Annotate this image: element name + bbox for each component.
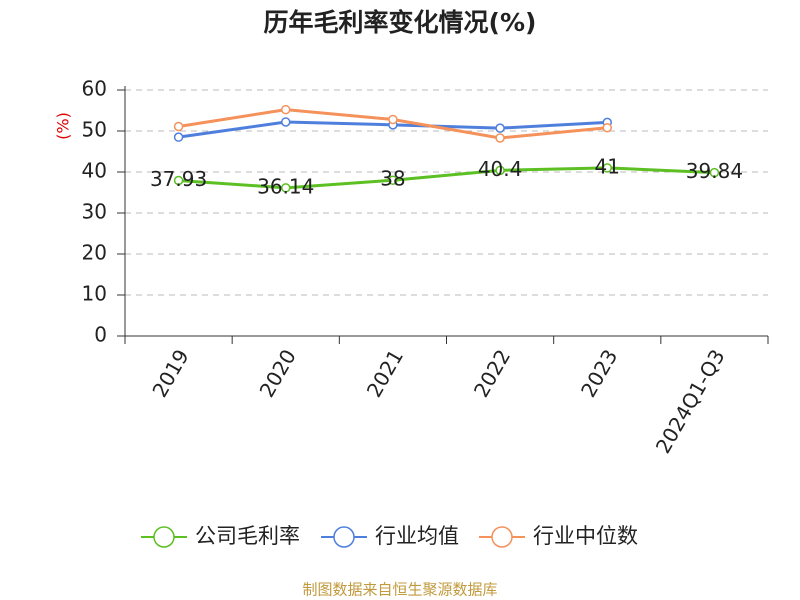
legend-label: 行业中位数 — [533, 524, 638, 548]
x-tick-label: 2023 — [576, 345, 622, 401]
legend-marker — [333, 526, 355, 548]
data-label: 38 — [380, 167, 405, 191]
point — [602, 122, 612, 133]
point — [173, 121, 184, 132]
point — [709, 167, 720, 178]
y-tick-label: 0 — [94, 323, 107, 347]
x-tick-label: 2024Q1-Q3 — [651, 345, 730, 457]
point — [388, 175, 398, 185]
point — [495, 165, 505, 176]
x-tick-label: 2020 — [255, 345, 301, 401]
x-tick-label: 2022 — [469, 345, 515, 401]
y-tick-label: 20 — [82, 241, 107, 265]
legend-marker — [153, 526, 175, 548]
point — [602, 163, 612, 173]
data-label: 36.14 — [257, 174, 314, 198]
series-line — [178, 166, 715, 190]
point — [281, 117, 291, 127]
y-tick-label: 30 — [82, 200, 107, 224]
point — [495, 133, 505, 143]
legend-marker — [491, 526, 513, 548]
y-tick-label: 60 — [82, 77, 107, 101]
y-tick-label: 10 — [82, 282, 107, 306]
point — [495, 123, 505, 133]
data-label: 41 — [595, 154, 620, 178]
point — [281, 183, 291, 193]
y-axis-label: (%) — [54, 112, 73, 140]
legend-label: 行业均值 — [375, 524, 459, 548]
data-label: 37.93 — [150, 167, 207, 191]
legend-label: 公司毛利率 — [195, 524, 300, 548]
x-tick-label: 2021 — [362, 345, 408, 401]
point — [173, 175, 184, 186]
point — [173, 132, 184, 142]
y-tick-label: 50 — [82, 118, 107, 142]
point — [281, 104, 291, 115]
data-label: 40.4 — [478, 157, 523, 181]
chart-title: 历年毛利率变化情况(%) — [264, 8, 537, 37]
y-tick-label: 40 — [82, 159, 107, 183]
point — [388, 114, 398, 125]
source-note: 制图数据来自恒生聚源数据库 — [302, 581, 497, 599]
data-label: 39.84 — [686, 159, 743, 183]
x-tick-label: 2019 — [147, 345, 193, 401]
